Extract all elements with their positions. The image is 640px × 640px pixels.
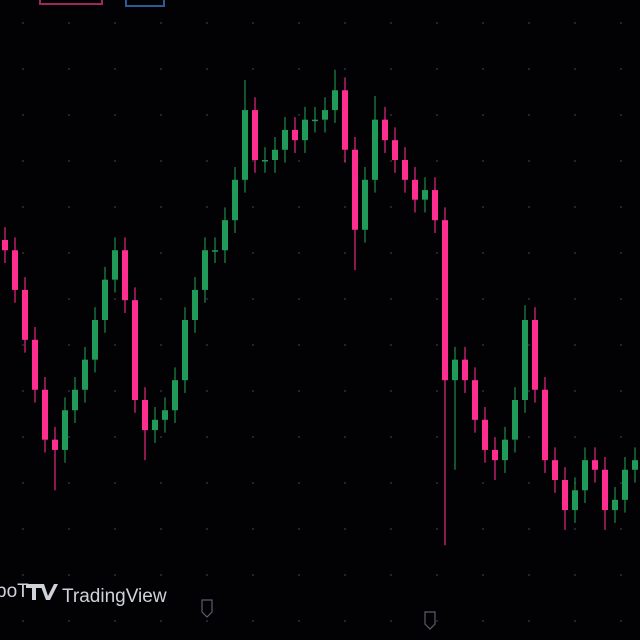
candle-body [422, 190, 428, 200]
candle-body [602, 469, 608, 511]
candle-body [112, 250, 118, 280]
candle-body [612, 499, 618, 511]
event-marker [201, 599, 213, 618]
watermark-fragment: ɒoT [0, 581, 29, 602]
candle-body [522, 320, 528, 400]
candle-body [462, 359, 468, 381]
candle-body [482, 419, 488, 450]
candle-body [12, 250, 18, 290]
candle-body [492, 449, 498, 461]
candle-body [552, 460, 558, 480]
candle-body [142, 400, 148, 431]
candle-body [192, 289, 198, 320]
candle-body [362, 179, 368, 230]
candle-body [162, 410, 168, 420]
candle-body [312, 119, 318, 122]
candle-body [102, 279, 108, 320]
candle-body [92, 320, 98, 360]
candle-body [402, 160, 408, 180]
candle-body [202, 250, 208, 290]
candle-body [52, 439, 58, 450]
candle-body [472, 380, 478, 420]
candle-body [322, 110, 328, 120]
candle-body [222, 220, 228, 251]
candle-body [562, 480, 568, 511]
candle-body [542, 389, 548, 461]
candle-body [332, 90, 338, 111]
candle-body [352, 149, 358, 230]
candle-body [2, 240, 8, 251]
watermark-logo [26, 584, 58, 600]
candle-body [452, 359, 458, 381]
candle-body [432, 190, 438, 221]
candle-body [442, 220, 448, 381]
candle-body [232, 179, 238, 221]
candle-body [22, 289, 28, 340]
candle-body [262, 160, 268, 162]
candle-body [382, 119, 388, 141]
candle-body [282, 129, 288, 150]
candle-body [72, 389, 78, 411]
candle-body [582, 460, 588, 491]
candle-body [82, 359, 88, 390]
candle-body [292, 129, 298, 141]
candle-body [412, 179, 418, 200]
event-marker [424, 611, 436, 630]
candle-body [152, 419, 158, 431]
bottom-markers [201, 599, 436, 630]
candle-body [302, 119, 308, 141]
candle-body [512, 400, 518, 440]
top-tab [125, 0, 165, 7]
candle-body [242, 110, 248, 180]
candle-body [32, 339, 38, 390]
candle-body [372, 119, 378, 180]
candle-body [572, 490, 578, 511]
candle-body [212, 250, 218, 252]
watermark: TradingView [62, 586, 167, 607]
candle-body [622, 469, 628, 500]
candle-body [62, 410, 68, 450]
top-tab [39, 0, 103, 5]
candle-body [272, 149, 278, 160]
candle-body [532, 320, 538, 390]
candle-body [502, 439, 508, 461]
candle-body [172, 380, 178, 411]
candle-body [342, 90, 348, 150]
logo-shape [26, 584, 42, 600]
logo-shape [40, 584, 58, 600]
candle-body [592, 460, 598, 470]
candle-body [42, 389, 48, 440]
candle-body [122, 250, 128, 301]
candle-body [252, 110, 258, 160]
candle-body [392, 140, 398, 160]
candle-body [632, 460, 638, 470]
candle-body [132, 300, 138, 400]
candle-body [182, 320, 188, 381]
